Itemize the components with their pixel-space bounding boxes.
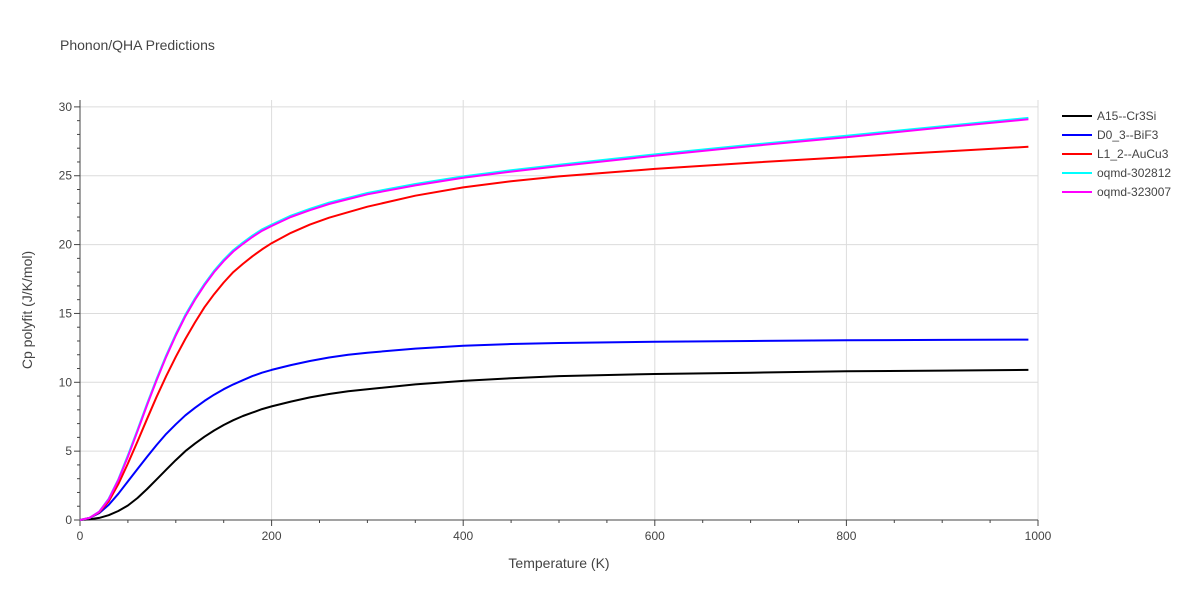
- legend-item[interactable]: oqmd-302812: [1062, 166, 1171, 180]
- y-tick-label: 10: [59, 375, 73, 389]
- chart-title: Phonon/QHA Predictions: [60, 37, 215, 53]
- legend-item[interactable]: D0_3--BiF3: [1062, 128, 1159, 142]
- axes: 0 200 400 600 800 1000 0 5 10 15 20 25 30: [59, 100, 1052, 543]
- y-tick-label: 0: [65, 513, 72, 527]
- legend-label: A15--Cr3Si: [1097, 109, 1156, 123]
- legend-label: D0_3--BiF3: [1097, 128, 1159, 142]
- legend[interactable]: A15--Cr3Si D0_3--BiF3 L1_2--AuCu3 oqmd-3028…: [1062, 109, 1171, 199]
- x-tick-label: 200: [262, 529, 282, 543]
- series-line-A15--Cr3Si: [79, 368, 1029, 521]
- series-group: [79, 116, 1029, 521]
- series-line-oqmd-323007: [79, 118, 1029, 521]
- legend-item[interactable]: L1_2--AuCu3: [1062, 147, 1169, 161]
- x-axis-label: Temperature (K): [508, 555, 609, 571]
- x-tick-label: 800: [836, 529, 856, 543]
- y-tick-label: 25: [59, 169, 73, 183]
- x-tick-label: 600: [645, 529, 665, 543]
- legend-label: oqmd-323007: [1097, 185, 1171, 199]
- y-tick-label: 30: [59, 100, 73, 114]
- y-tick-label: 15: [59, 306, 73, 320]
- series-line-D0_3--BiF3: [79, 338, 1029, 521]
- x-tick-label: 1000: [1025, 529, 1052, 543]
- y-tick-label: 5: [65, 444, 72, 458]
- y-axis-label: Cp polyfit (J/K/mol): [19, 251, 35, 369]
- legend-item[interactable]: A15--Cr3Si: [1062, 109, 1156, 123]
- series-line-oqmd-302812: [79, 116, 1029, 521]
- x-tick-label: 400: [453, 529, 473, 543]
- grid: [80, 100, 1039, 520]
- x-tick-label: 0: [77, 529, 84, 543]
- series-line-L1_2--AuCu3: [79, 145, 1029, 521]
- legend-label: L1_2--AuCu3: [1097, 147, 1169, 161]
- y-tick-label: 20: [59, 238, 73, 252]
- legend-label: oqmd-302812: [1097, 166, 1171, 180]
- legend-item[interactable]: oqmd-323007: [1062, 185, 1171, 199]
